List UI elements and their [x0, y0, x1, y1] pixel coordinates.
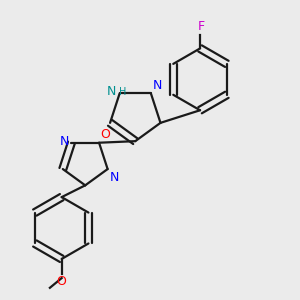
Text: N: N: [110, 170, 119, 184]
Text: N: N: [152, 79, 162, 92]
Text: O: O: [57, 274, 67, 287]
Text: N: N: [60, 135, 69, 148]
Text: N: N: [107, 85, 116, 98]
Text: F: F: [198, 20, 205, 33]
Text: H: H: [119, 87, 127, 97]
Text: O: O: [100, 128, 110, 141]
